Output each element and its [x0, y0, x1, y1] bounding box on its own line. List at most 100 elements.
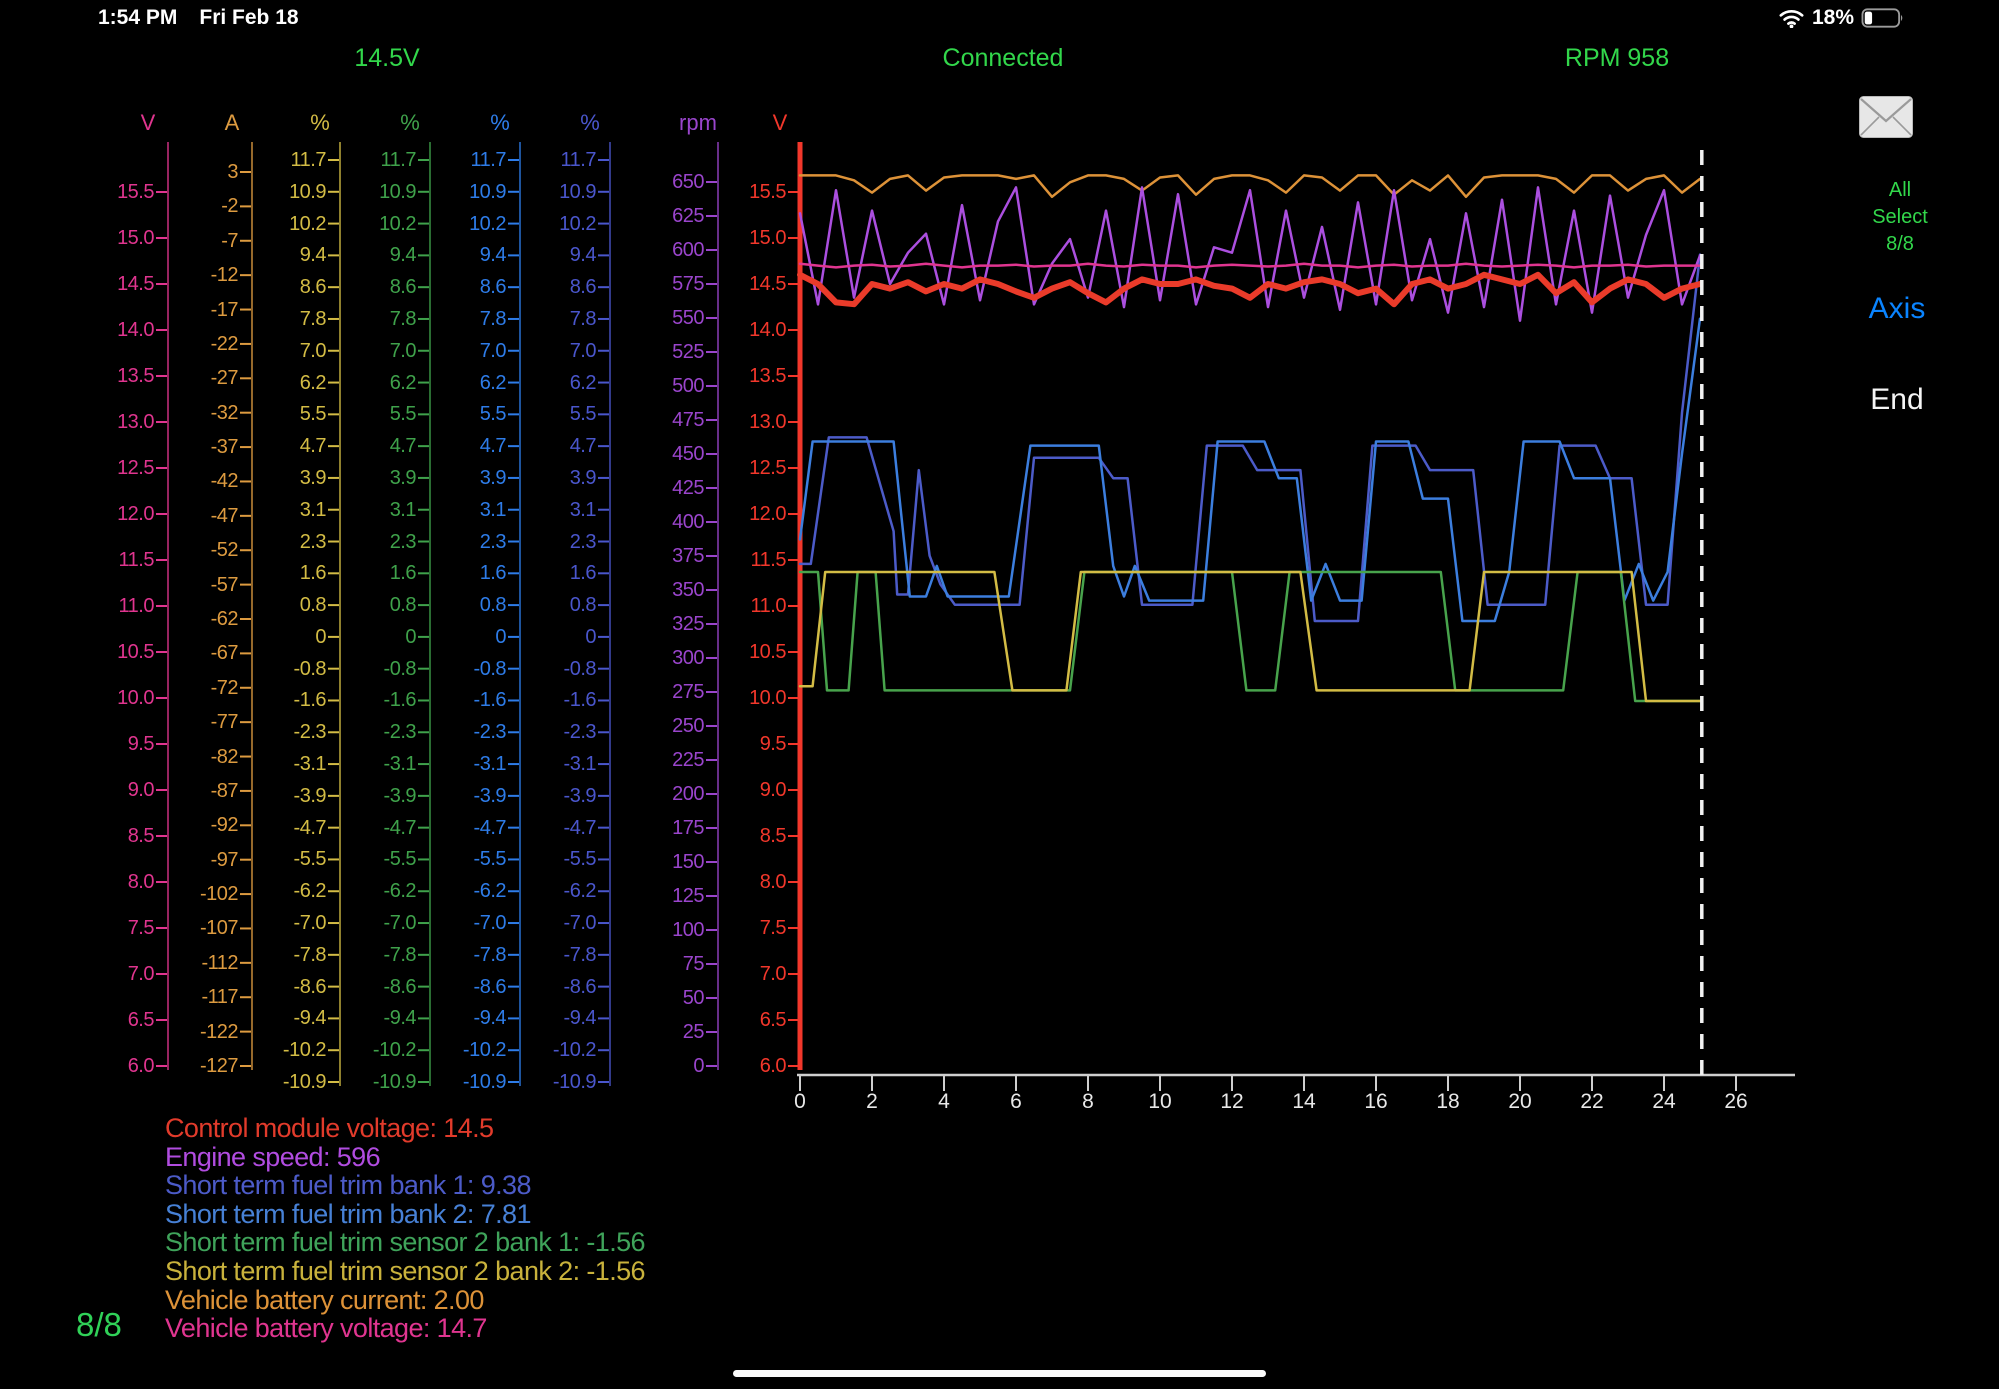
x-axis-label: 12 [1220, 1090, 1243, 1114]
axis-tick-label-pct_indigo: -4.7 [516, 818, 596, 838]
axis-tick-label-pct_green: 9.4 [336, 245, 416, 265]
axis-tick-label-pct_indigo: -10.2 [516, 1040, 596, 1060]
axis-tick-label-pct_yellow: 9.4 [246, 245, 326, 265]
axis-tick-label-v_red: 7.5 [706, 918, 786, 938]
axis-tick-label-pct_blue: 2.3 [426, 532, 506, 552]
axis-tick-label-v_red: 6.0 [706, 1056, 786, 1076]
series-line-pct_green [800, 572, 1700, 701]
axis-tick-label-pct_yellow: 8.6 [246, 277, 326, 297]
axis-tick-label-pct_blue: 3.9 [426, 468, 506, 488]
x-axis-label: 24 [1652, 1090, 1675, 1114]
axis-tick-label-rpm_purple: 625 [624, 206, 704, 226]
axis-tick-label-v_red: 12.0 [706, 504, 786, 524]
axis-tick-label-pct_yellow: -6.2 [246, 881, 326, 901]
axis-tick-label-pct_yellow: 3.1 [246, 500, 326, 520]
axis-tick-label-rpm_purple: 75 [624, 954, 704, 974]
axis-tick-label-pct_yellow: -7.0 [246, 913, 326, 933]
axis-tick-label-pct_green: -9.4 [336, 1008, 416, 1028]
axis-tick-label-pct_indigo: -1.6 [516, 690, 596, 710]
axis-unit-pct_yellow: % [285, 110, 355, 136]
axis-tick-label-a_orange: -37 [158, 437, 238, 457]
axis-unit-pct_green: % [375, 110, 445, 136]
axis-tick-label-pct_blue: -3.1 [426, 754, 506, 774]
axis-tick-label-v_pink: 7.5 [74, 918, 154, 938]
axis-tick-label-rpm_purple: 50 [624, 988, 704, 1008]
axis-tick-label-pct_green: 3.9 [336, 468, 416, 488]
axis-tick-label-v_pink: 11.0 [74, 596, 154, 616]
legend-item: Short term fuel trim bank 2: 7.81 [165, 1200, 645, 1229]
axis-tick-label-v_pink: 9.0 [74, 780, 154, 800]
axis-tick-label-pct_indigo: 10.2 [516, 214, 596, 234]
legend-item: Short term fuel trim sensor 2 bank 1: -1… [165, 1228, 645, 1257]
home-indicator[interactable] [733, 1370, 1266, 1377]
axis-tick-label-v_pink: 6.0 [74, 1056, 154, 1076]
axis-tick-label-pct_blue: -0.8 [426, 659, 506, 679]
axis-tick-label-a_orange: -112 [158, 953, 238, 973]
axis-tick-label-a_orange: -22 [158, 334, 238, 354]
axis-tick-label-pct_yellow: 7.8 [246, 309, 326, 329]
x-axis-label: 2 [866, 1090, 878, 1114]
legend-item: Vehicle battery current: 2.00 [165, 1286, 645, 1315]
axis-tick-label-pct_green: -0.8 [336, 659, 416, 679]
x-axis-label: 22 [1580, 1090, 1603, 1114]
series-line-pct_indigo [800, 255, 1700, 621]
axis-tick-label-rpm_purple: 250 [624, 716, 704, 736]
axis-tick-label-pct_yellow: 0 [246, 627, 326, 647]
axis-tick-label-pct_blue: 4.7 [426, 436, 506, 456]
axis-unit-v_red: V [745, 110, 815, 136]
axis-tick-label-a_orange: -77 [158, 712, 238, 732]
axis-tick-label-pct_indigo: -5.5 [516, 849, 596, 869]
legend-item: Short term fuel trim sensor 2 bank 2: -1… [165, 1257, 645, 1286]
axis-tick-label-pct_yellow: 5.5 [246, 404, 326, 424]
axis-tick-label-pct_yellow: 3.9 [246, 468, 326, 488]
axis-tick-label-pct_yellow: -10.9 [246, 1072, 326, 1092]
axis-tick-label-pct_blue: -1.6 [426, 690, 506, 710]
axis-tick-label-pct_indigo: -2.3 [516, 722, 596, 742]
axis-tick-label-pct_yellow: 6.2 [246, 373, 326, 393]
axis-tick-label-pct_blue: 10.2 [426, 214, 506, 234]
axis-tick-label-pct_green: -7.0 [336, 913, 416, 933]
axis-tick-label-pct_indigo: -7.0 [516, 913, 596, 933]
axis-unit-a_orange: A [197, 110, 267, 136]
axis-tick-label-pct_yellow: 0.8 [246, 595, 326, 615]
axis-tick-label-rpm_purple: 575 [624, 274, 704, 294]
axis-tick-label-pct_green: 2.3 [336, 532, 416, 552]
axis-tick-label-rpm_purple: 150 [624, 852, 704, 872]
axis-tick-label-v_red: 13.0 [706, 412, 786, 432]
axis-tick-label-pct_indigo: 7.0 [516, 341, 596, 361]
x-axis-label: 16 [1364, 1090, 1387, 1114]
axis-tick-label-pct_green: 1.6 [336, 563, 416, 583]
axis-tick-label-pct_green: 10.2 [336, 214, 416, 234]
axis-tick-label-a_orange: -72 [158, 678, 238, 698]
axis-tick-label-v_red: 7.0 [706, 964, 786, 984]
axis-tick-label-pct_indigo: 11.7 [516, 150, 596, 170]
axis-tick-label-pct_indigo: 3.9 [516, 468, 596, 488]
axis-tick-label-pct_blue: 0 [426, 627, 506, 647]
axis-tick-label-pct_yellow: -8.6 [246, 977, 326, 997]
axis-tick-label-pct_yellow: 10.2 [246, 214, 326, 234]
axis-tick-label-pct_yellow: -9.4 [246, 1008, 326, 1028]
axis-tick-label-pct_yellow: -5.5 [246, 849, 326, 869]
axis-tick-label-rpm_purple: 275 [624, 682, 704, 702]
axis-tick-label-pct_indigo: -3.1 [516, 754, 596, 774]
series-line-pct_blue [800, 319, 1700, 621]
axis-tick-label-rpm_purple: 425 [624, 478, 704, 498]
axis-tick-label-v_pink: 15.0 [74, 228, 154, 248]
axis-tick-label-pct_green: 7.8 [336, 309, 416, 329]
axis-tick-label-v_pink: 10.0 [74, 688, 154, 708]
axis-tick-label-pct_indigo: -6.2 [516, 881, 596, 901]
axis-tick-label-a_orange: -27 [158, 368, 238, 388]
axis-tick-label-a_orange: -82 [158, 747, 238, 767]
axis-tick-label-pct_indigo: -8.6 [516, 977, 596, 997]
axis-tick-label-v_pink: 7.0 [74, 964, 154, 984]
axis-unit-rpm_purple: rpm [663, 110, 733, 136]
axis-tick-label-a_orange: -47 [158, 506, 238, 526]
axis-tick-label-rpm_purple: 200 [624, 784, 704, 804]
axis-tick-label-v_red: 8.5 [706, 826, 786, 846]
series-line-v_red [800, 275, 1700, 304]
axis-tick-label-pct_green: 7.0 [336, 341, 416, 361]
axis-tick-label-pct_blue: 11.7 [426, 150, 506, 170]
axis-tick-label-pct_green: -3.1 [336, 754, 416, 774]
axis-tick-label-pct_yellow: -3.9 [246, 786, 326, 806]
axis-tick-label-v_pink: 13.0 [74, 412, 154, 432]
